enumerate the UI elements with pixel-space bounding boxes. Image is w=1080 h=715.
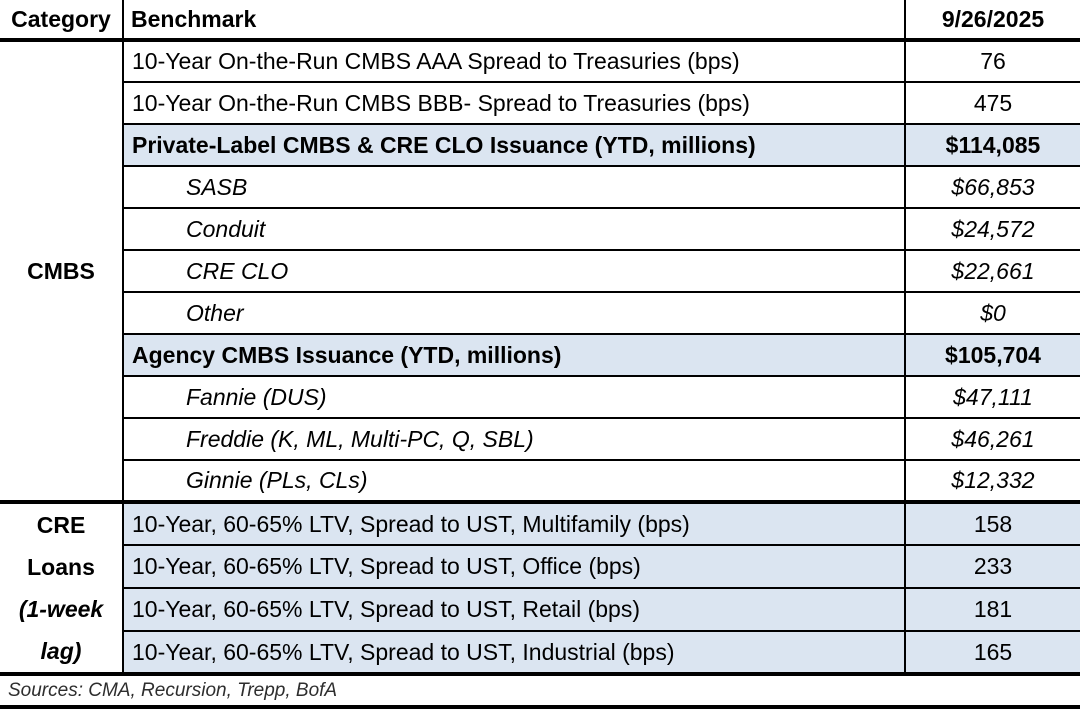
- table-row: Ginnie (PLs, CLs) $12,332: [0, 460, 1080, 504]
- benchmark-cell: Conduit: [123, 208, 906, 251]
- value-cell: 76: [905, 40, 1080, 83]
- value-cell: $24,572: [905, 208, 1080, 251]
- table-row: Conduit $24,572: [0, 208, 1080, 251]
- table-row: CMBS 10-Year On-the-Run CMBS AAA Spread t…: [0, 40, 1080, 504]
- table-row: Fannie (DUS) $47,111: [0, 376, 1080, 419]
- benchmark-cell: 10-Year On-the-Run CMBS AAA Spread to Tr…: [123, 40, 906, 83]
- value-cell: $46,261: [905, 418, 1080, 461]
- header-row: Category Benchmark 9/26/2025: [0, 0, 1080, 42]
- table-row: 10-Year, 60-65% LTV, Spread to UST, Offi…: [0, 545, 1080, 589]
- value-cell: $105,704: [905, 334, 1080, 377]
- value-cell: $22,661: [905, 250, 1080, 293]
- value-cell: $47,111: [905, 376, 1080, 419]
- category-label: (1-week: [18, 596, 104, 622]
- benchmark-cell: Agency CMBS Issuance (YTD, millions): [123, 334, 906, 377]
- table-row: 10-Year On-the-Run CMBS BBB- Spread to T…: [0, 82, 1080, 125]
- benchmark-cell: SASB: [123, 166, 906, 209]
- category-label: CRE: [36, 512, 86, 538]
- benchmark-cell: Ginnie (PLs, CLs): [123, 460, 906, 504]
- value-cell: 181: [905, 588, 1080, 632]
- table-row: Agency CMBS Issuance (YTD, millions) $105…: [0, 334, 1080, 377]
- category-cell: CMBS: [0, 40, 124, 504]
- benchmark-cell: Private-Label CMBS & CRE CLO Issuance (Y…: [123, 124, 906, 167]
- table-body: CMBS 10-Year On-the-Run CMBS AAA Spread t…: [0, 40, 1080, 676]
- value-cell: 158: [905, 502, 1080, 546]
- benchmark-cell: Freddie (K, ML, Multi-PC, Q, SBL): [123, 418, 906, 461]
- benchmark-column-header: Benchmark: [123, 0, 906, 42]
- category-label: Loans: [27, 554, 95, 580]
- table-row: SASB $66,853: [0, 166, 1080, 209]
- benchmark-cell: 10-Year, 60-65% LTV, Spread to UST, Mult…: [123, 502, 906, 546]
- category-label: lag): [40, 638, 82, 664]
- benchmark-cell: Fannie (DUS): [123, 376, 906, 419]
- bottom-border-line: [0, 705, 1080, 709]
- table-row: Freddie (K, ML, Multi-PC, Q, SBL) $46,261: [0, 418, 1080, 461]
- table-row: CRE Loans (1-week lag) 10-Year, 60-65% LTV, …: [0, 502, 1080, 676]
- value-cell: 475: [905, 82, 1080, 125]
- benchmark-cell: 10-Year On-the-Run CMBS BBB- Spread to T…: [123, 82, 906, 125]
- category-cell: CRE Loans (1-week lag): [0, 502, 124, 676]
- value-cell: $0: [905, 292, 1080, 335]
- table-row: Private-Label CMBS & CRE CLO Issuance (Y…: [0, 124, 1080, 167]
- value-cell: $12,332: [905, 460, 1080, 504]
- value-cell: $66,853: [905, 166, 1080, 209]
- date-column-header: 9/26/2025: [905, 0, 1080, 42]
- category-label: CMBS: [27, 258, 95, 284]
- table-header: Category Benchmark 9/26/2025: [0, 0, 1080, 42]
- table-row: Other $0: [0, 292, 1080, 335]
- table-row: 10-Year, 60-65% LTV, Spread to UST, Reta…: [0, 588, 1080, 632]
- benchmark-cell: CRE CLO: [123, 250, 906, 293]
- value-cell: 165: [905, 631, 1080, 676]
- table-row: 10-Year, 60-65% LTV, Spread to UST, Indu…: [0, 631, 1080, 676]
- benchmark-cell: 10-Year, 60-65% LTV, Spread to UST, Indu…: [123, 631, 906, 676]
- value-cell: 233: [905, 545, 1080, 589]
- benchmark-cell: 10-Year, 60-65% LTV, Spread to UST, Reta…: [123, 588, 906, 632]
- benchmark-cell: Other: [123, 292, 906, 335]
- category-column-header: Category: [0, 0, 124, 42]
- benchmark-cell: 10-Year, 60-65% LTV, Spread to UST, Offi…: [123, 545, 906, 589]
- sources-note: Sources: CMA, Recursion, Trepp, BofA: [8, 679, 338, 701]
- value-cell: $114,085: [905, 124, 1080, 167]
- benchmark-table: Category Benchmark 9/26/2025 CMBS 10-Year…: [0, 0, 1080, 676]
- table-row: CRE CLO $22,661: [0, 250, 1080, 293]
